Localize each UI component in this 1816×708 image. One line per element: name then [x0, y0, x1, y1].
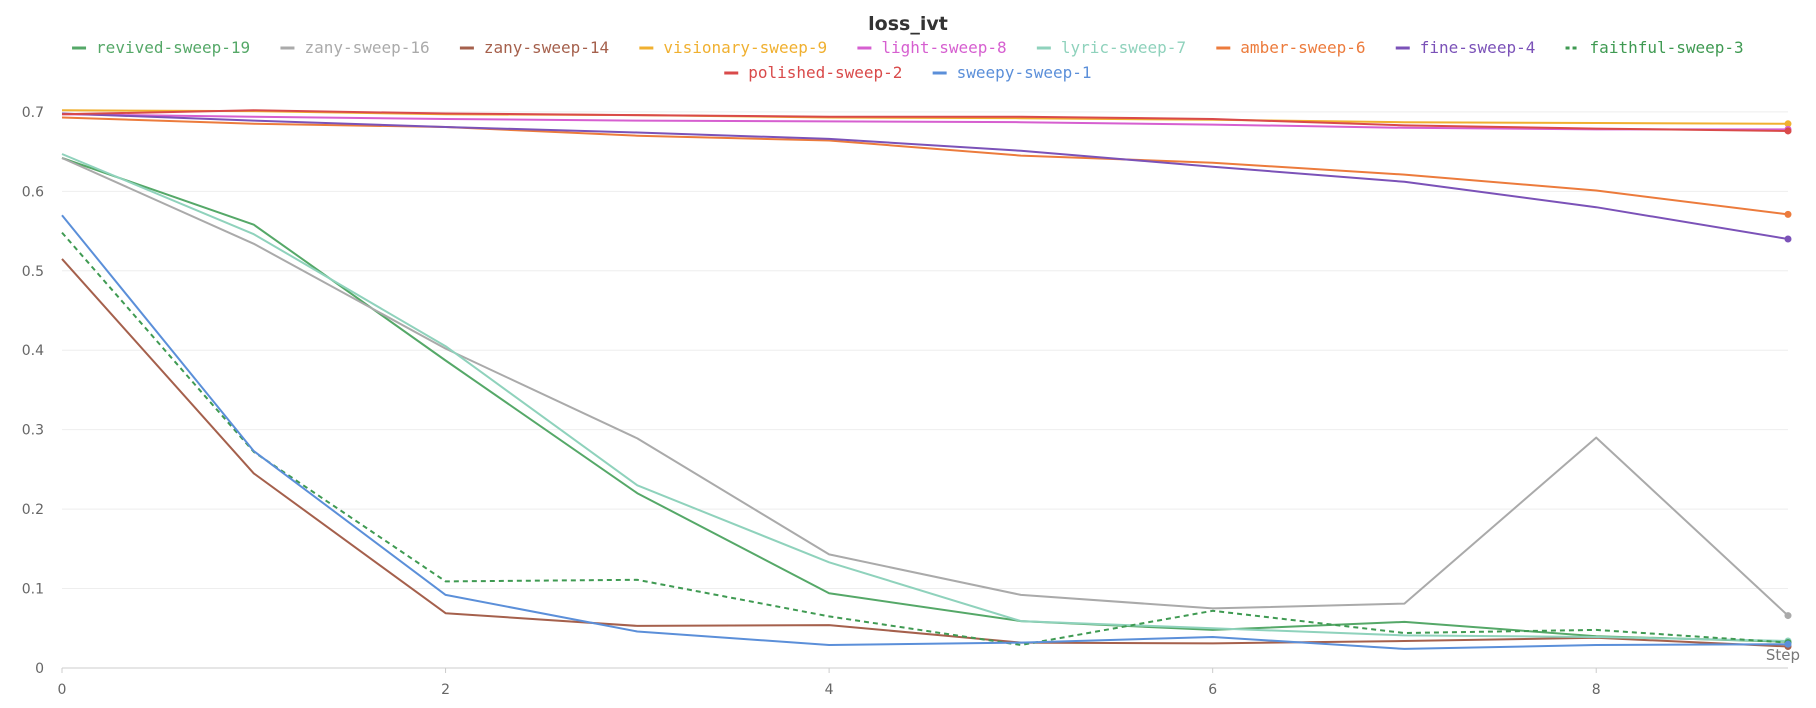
legend-label-lyric-sweep-7[interactable]: lyric-sweep-7	[1061, 38, 1186, 57]
x-axis-label: Step	[1766, 646, 1800, 664]
legend-label-zany-sweep-14[interactable]: zany-sweep-14	[484, 38, 609, 57]
series-line-sweepy-sweep-1	[61, 214, 1789, 650]
series-line-zany-sweep-14	[61, 258, 1789, 648]
legend-label-faithful-sweep-3[interactable]: faithful-sweep-3	[1590, 38, 1744, 57]
y-tick-label-1: 0.1	[22, 582, 44, 598]
legend-label-zany-sweep-16[interactable]: zany-sweep-16	[304, 38, 429, 57]
series-end-point-amber-sweep-6	[1784, 210, 1792, 218]
series-group	[61, 109, 1792, 651]
series-end-point-zany-sweep-16	[1784, 612, 1792, 620]
legend-label-fine-sweep-4[interactable]: fine-sweep-4	[1420, 38, 1536, 57]
series-line-polished-sweep-2	[61, 109, 1789, 132]
x-tick-label-2: 4	[825, 682, 834, 698]
series-end-point-visionary-sweep-9	[1784, 120, 1792, 128]
y-axis: 0 0.1 0.2 0.3 0.4 0.5 0.6 0.7	[22, 105, 44, 677]
series-line-revived-sweep-19	[61, 157, 1789, 643]
legend-label-amber-sweep-6[interactable]: amber-sweep-6	[1240, 38, 1365, 57]
legend-label-light-sweep-8[interactable]: light-sweep-8	[881, 38, 1006, 57]
x-tick-label-3: 6	[1208, 682, 1217, 698]
legend-label-revived-sweep-19[interactable]: revived-sweep-19	[96, 38, 250, 57]
legend-label-sweepy-sweep-1[interactable]: sweepy-sweep-1	[957, 63, 1092, 82]
x-axis: 0 2 4 6 8	[58, 668, 1601, 698]
series-line-amber-sweep-6	[61, 116, 1789, 216]
series-line-fine-sweep-4	[61, 112, 1789, 240]
y-tick-label-4: 0.4	[22, 343, 44, 359]
chart-title: loss_ivt	[868, 13, 948, 35]
y-tick-label-3: 0.3	[22, 423, 44, 439]
y-tick-label-2: 0.2	[22, 502, 44, 518]
y-tick-label-7: 0.7	[22, 105, 44, 121]
grid	[62, 111, 1788, 669]
series-line-zany-sweep-16	[61, 157, 1789, 617]
x-tick-label-0: 0	[58, 682, 67, 698]
series-end-point-fine-sweep-4	[1784, 235, 1792, 243]
series-line-light-sweep-8	[61, 113, 1788, 131]
y-tick-label-5: 0.5	[22, 264, 44, 280]
y-tick-label-6: 0.6	[22, 184, 44, 200]
series-line-lyric-sweep-7	[61, 153, 1789, 642]
legend-label-polished-sweep-2[interactable]: polished-sweep-2	[748, 63, 902, 82]
legend: revived-sweep-19 zany-sweep-16 zany-sweep-…	[72, 38, 1744, 82]
series-line-faithful-sweep-3	[61, 231, 1789, 646]
series-end-point-polished-sweep-2	[1784, 127, 1792, 135]
x-tick-label-1: 2	[441, 682, 450, 698]
legend-label-visionary-sweep-9[interactable]: visionary-sweep-9	[663, 38, 827, 57]
x-tick-label-4: 8	[1592, 682, 1601, 698]
y-tick-label-0: 0	[35, 661, 44, 677]
series-end-point-sweepy-sweep-1	[1784, 640, 1792, 648]
